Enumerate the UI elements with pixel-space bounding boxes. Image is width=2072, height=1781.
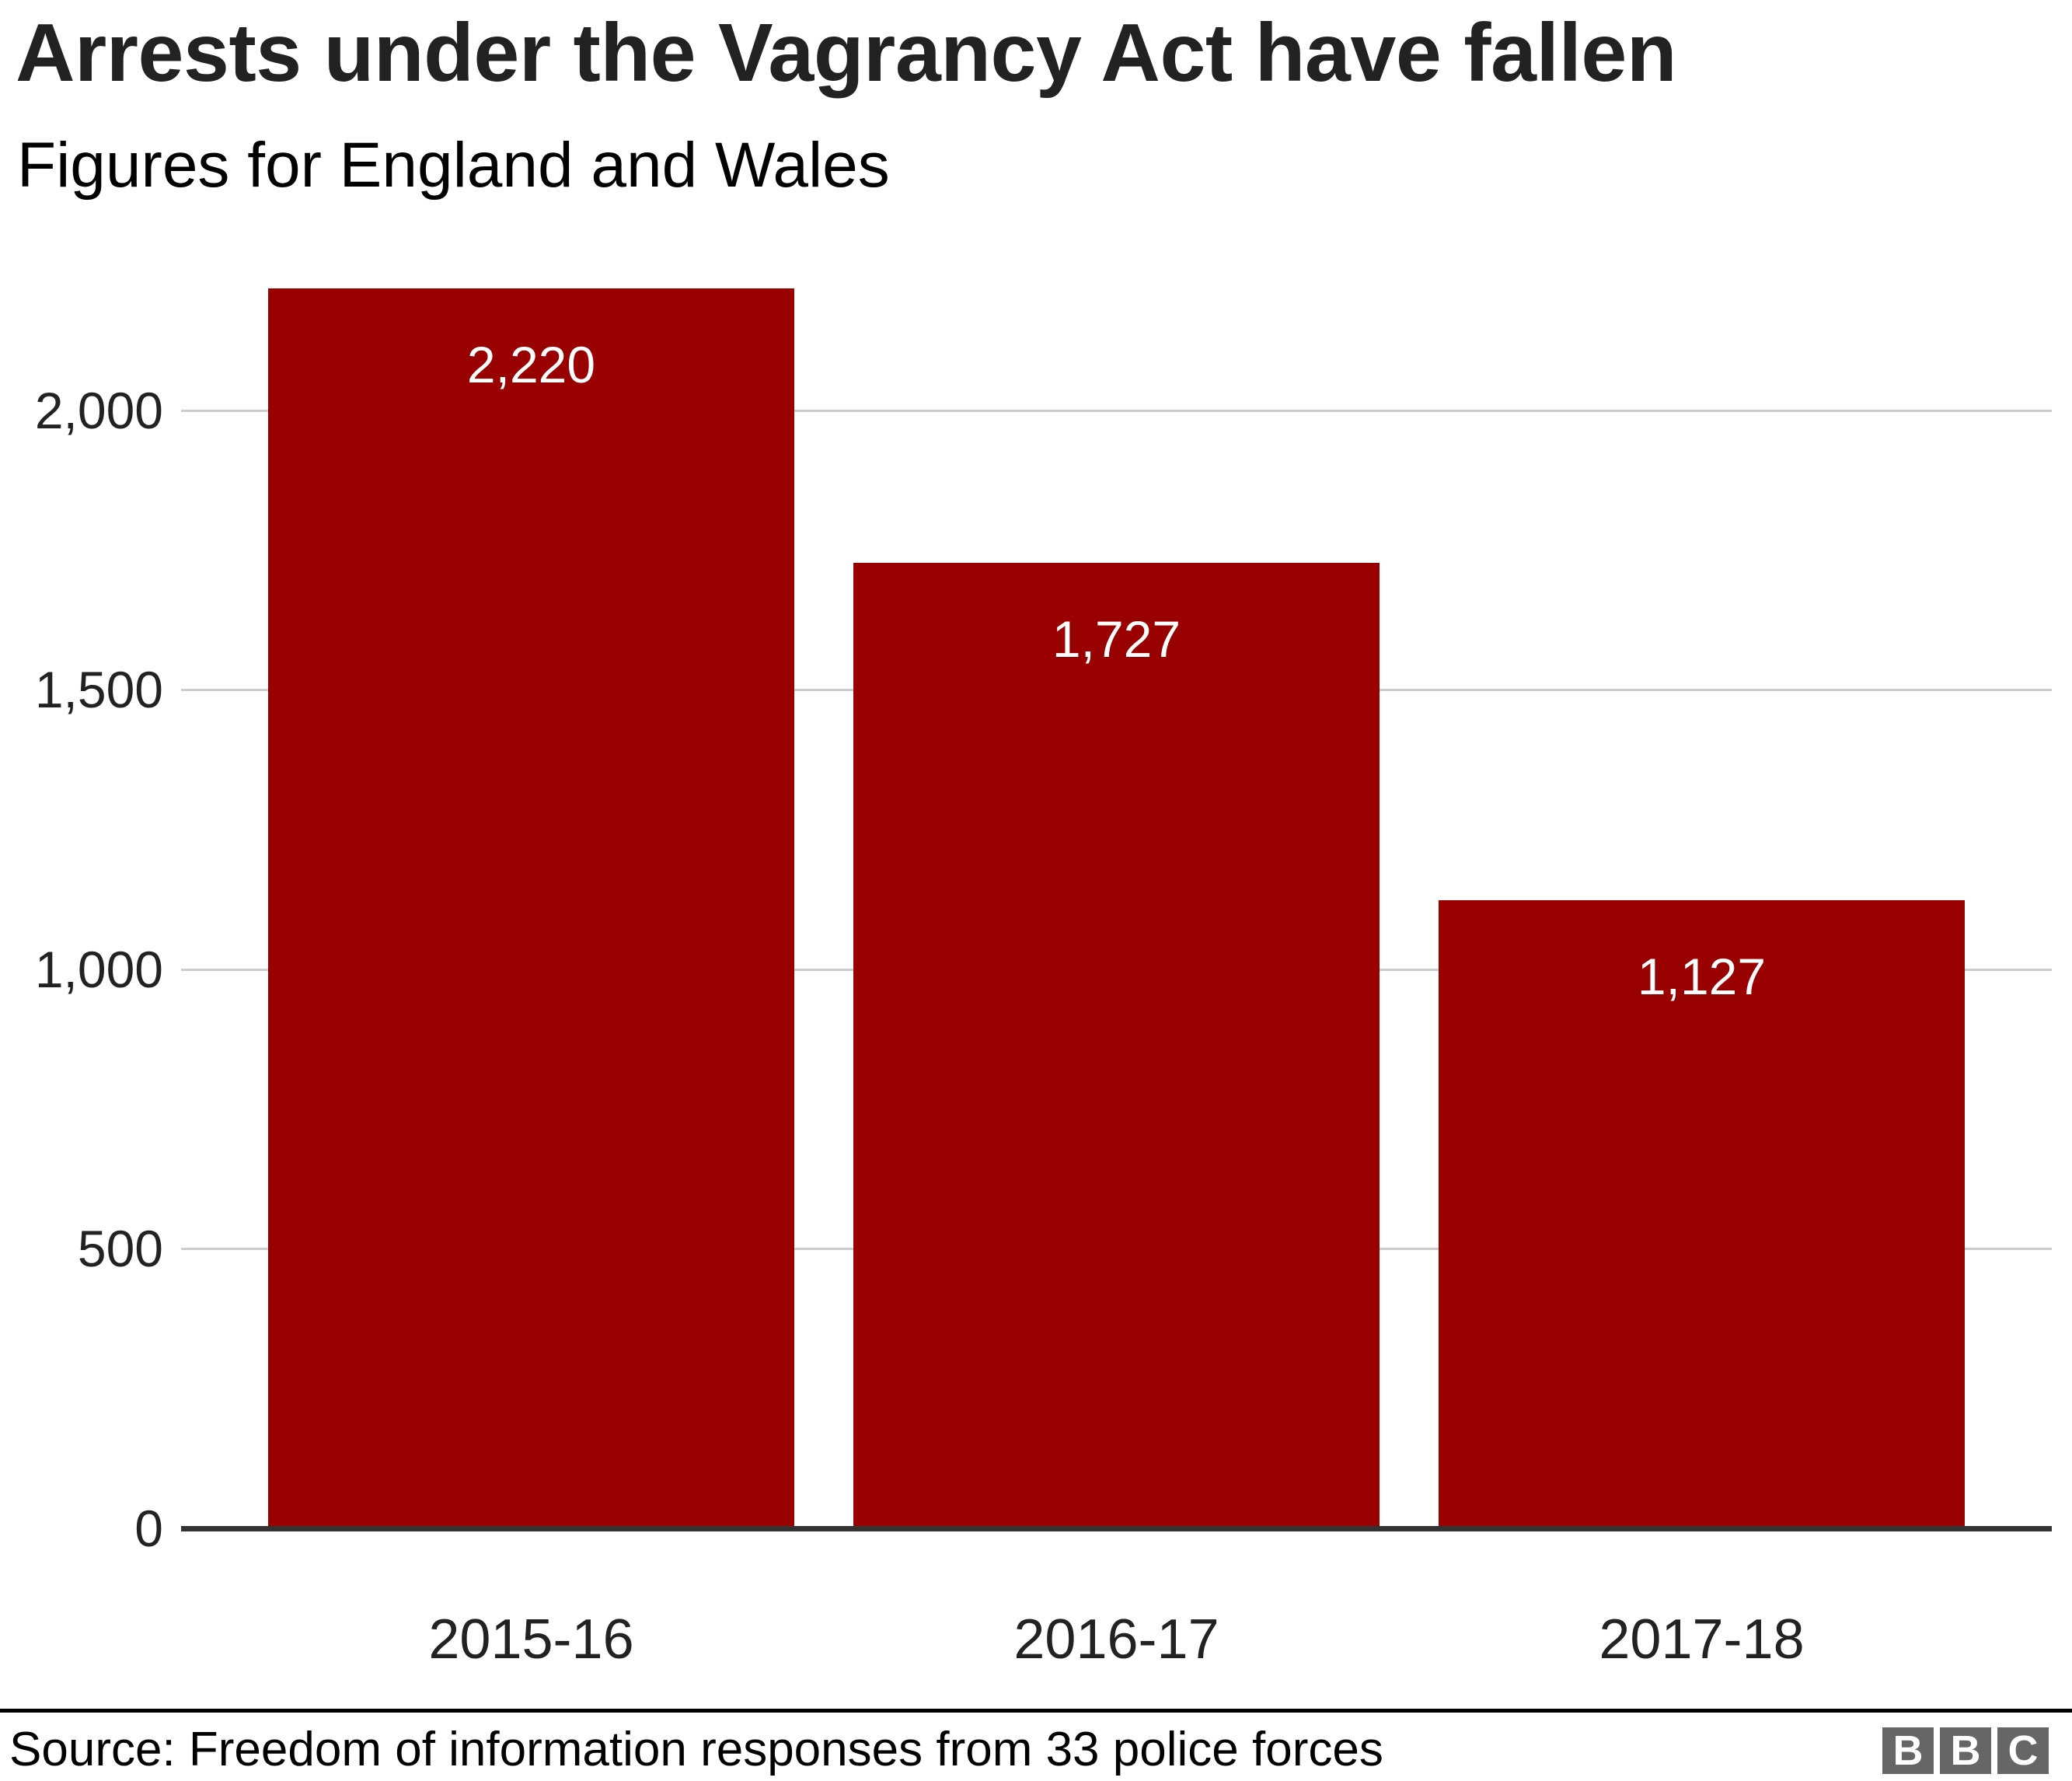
y-tick-label: 0 bbox=[134, 1500, 163, 1557]
chart-subtitle: Figures for England and Wales bbox=[17, 130, 890, 201]
x-tick-label: 2017-18 bbox=[1599, 1608, 1805, 1671]
x-tick-label: 2015-16 bbox=[428, 1608, 634, 1671]
y-tick-label: 1,000 bbox=[34, 941, 163, 998]
bar-2015-16: 2,220 bbox=[268, 288, 794, 1528]
bar-value-label: 1,127 bbox=[1637, 948, 1767, 1005]
footer-divider bbox=[0, 1709, 2072, 1713]
bar-2016-17: 1,727 bbox=[853, 563, 1380, 1528]
y-tick-label: 1,500 bbox=[34, 661, 163, 718]
bbc-logo-letter: B bbox=[1882, 1727, 1934, 1774]
bbc-logo: B B C bbox=[1882, 1727, 2049, 1774]
bbc-logo-letter: C bbox=[1997, 1727, 2049, 1774]
y-tick-label: 500 bbox=[77, 1220, 163, 1277]
chart-title: Arrests under the Vagrancy Act have fall… bbox=[16, 7, 1677, 99]
bar-value-label: 1,727 bbox=[1052, 610, 1181, 668]
bar-value-label: 2,220 bbox=[466, 336, 596, 393]
y-tick-label: 2,000 bbox=[34, 382, 163, 439]
bbc-logo-letter: B bbox=[1940, 1727, 1991, 1774]
x-axis-line bbox=[181, 1526, 2052, 1531]
x-tick-label: 2016-17 bbox=[1013, 1608, 1219, 1671]
gridline-2000 bbox=[181, 410, 2052, 412]
source-note: Source: Freedom of information responses… bbox=[9, 1723, 1383, 1776]
bar-2017-18: 1,127 bbox=[1439, 900, 1965, 1528]
